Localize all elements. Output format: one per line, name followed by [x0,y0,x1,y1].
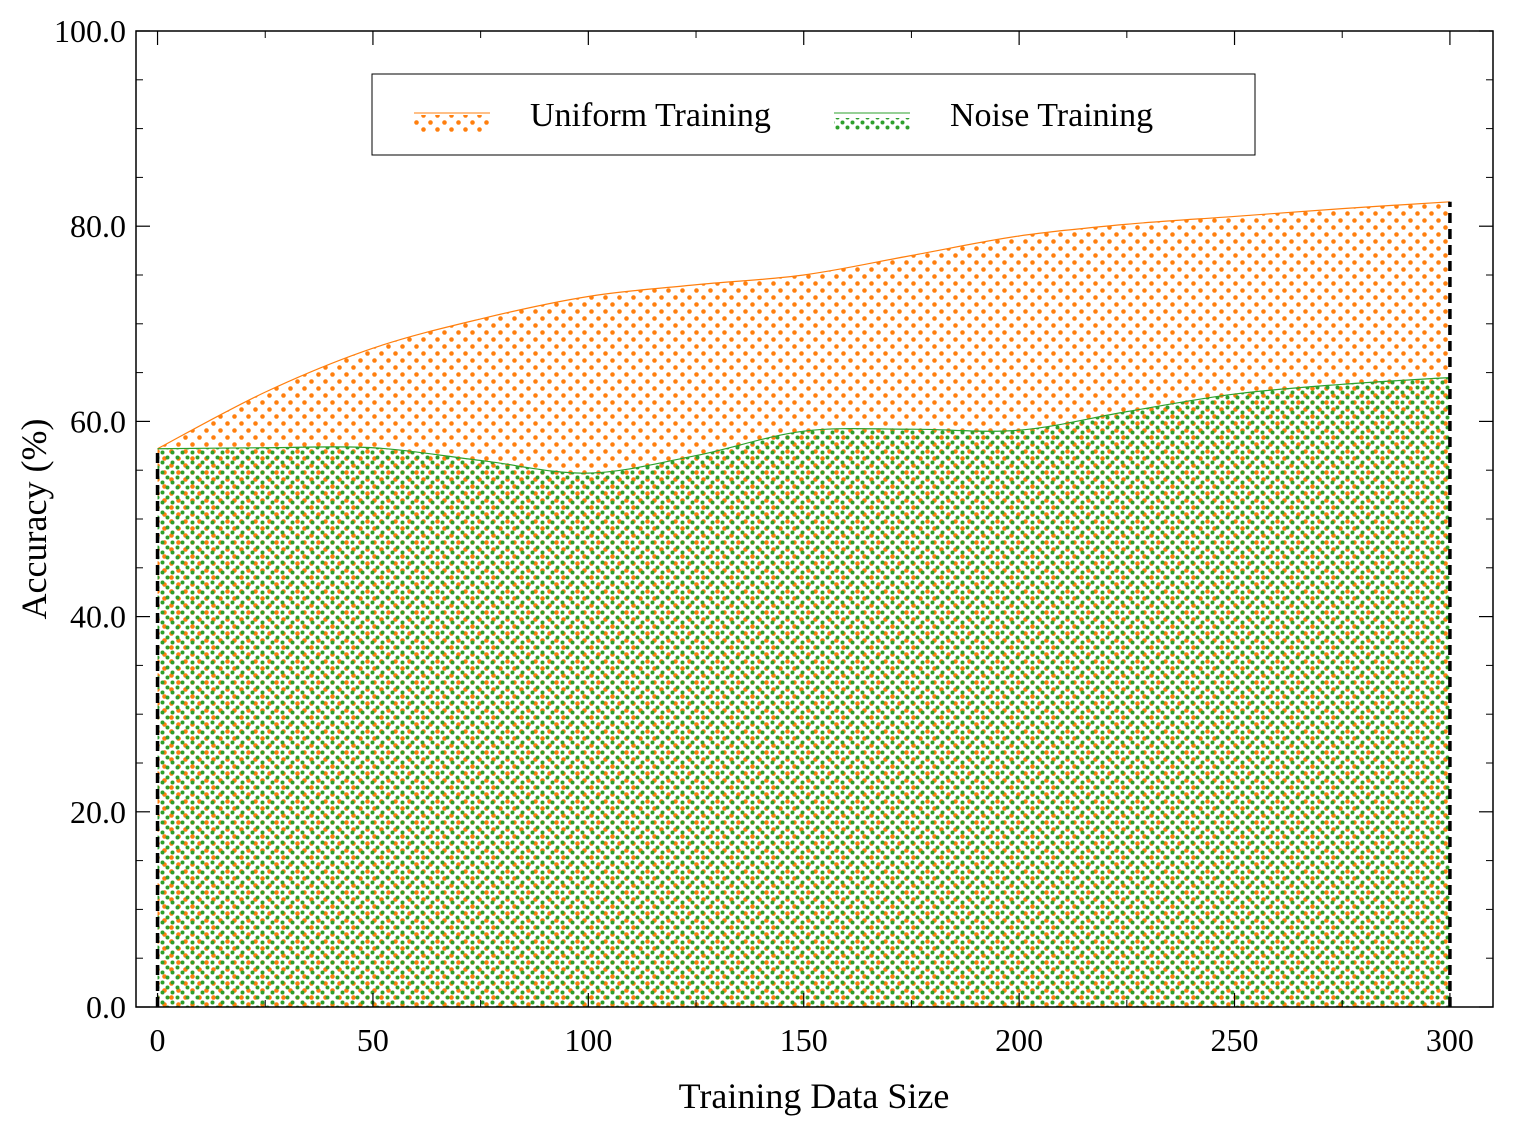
y-tick-label: 100.0 [54,13,126,49]
legend-label-noise: Noise Training [950,97,1153,134]
x-tick-label: 100 [564,1022,612,1058]
y-tick-label: 0.0 [86,989,126,1025]
axis-ticks [136,30,1493,1008]
marker-lines [155,201,1452,1007]
y-tick-label: 80.0 [70,208,126,244]
x-axis-title: Training Data Size [679,1076,950,1116]
legend-swatch-fill-noise [834,118,910,130]
y-tick-label: 60.0 [70,403,126,439]
y-tick-label: 40.0 [70,599,126,635]
legend-label-uniform: Uniform Training [530,97,771,134]
line-noise [157,376,1450,474]
y-axis-title: Accuracy (%) [14,419,54,620]
area-noise [157,377,1450,1007]
x-tick-label: 50 [357,1022,389,1058]
legend: Uniform Training Noise Training [371,73,1256,156]
legend-box [371,73,1256,156]
x-tick-label: 0 [150,1022,166,1058]
legend-item-noise: Noise Training [834,97,1153,134]
legend-item-uniform: Uniform Training [414,97,771,134]
line-uniform [157,201,1450,450]
x-tick-label: 250 [1211,1022,1259,1058]
x-tick-label: 200 [995,1022,1043,1058]
x-tick-label: 150 [780,1022,828,1058]
x-tick-label: 300 [1426,1022,1474,1058]
y-tick-label: 20.0 [70,794,126,830]
series-areas [157,201,1450,1007]
axis-tick-labels: 0 50 100 150 200 250 300 0.0 20.0 40.0 60.0 80.0 100… [54,13,1474,1058]
series-lines [157,201,1450,474]
legend-swatch-fill-uniform [414,115,490,133]
